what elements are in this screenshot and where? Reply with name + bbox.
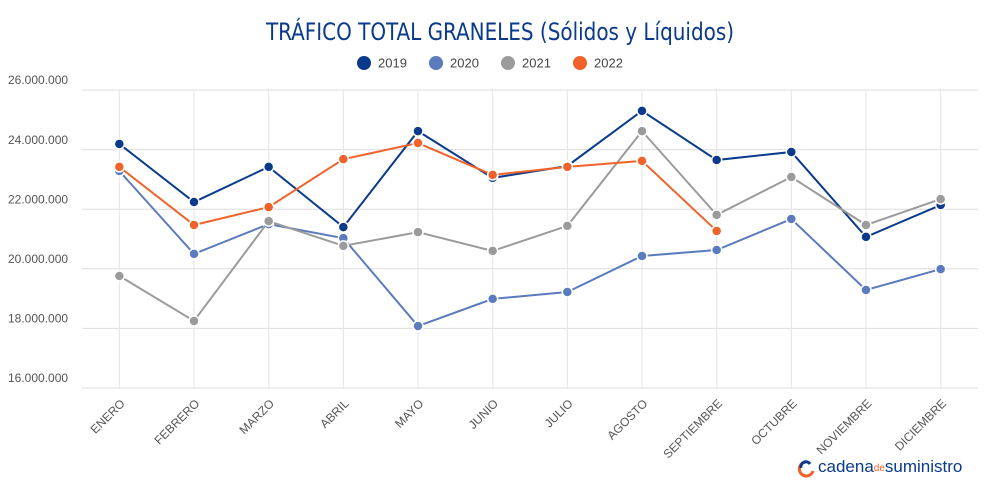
data-point: [188, 315, 200, 327]
x-tick-label: FEBRERO: [151, 396, 202, 447]
data-point: [262, 161, 275, 173]
y-tick-label: 24.000.000: [8, 133, 68, 147]
data-point: [412, 125, 424, 137]
data-point: [113, 138, 126, 150]
data-point: [785, 146, 798, 158]
legend-marker: [429, 56, 443, 70]
data-point: [860, 231, 872, 243]
data-point: [561, 286, 574, 298]
chart-title: TRÁFICO TOTAL GRANELES (Sólidos y Líquid…: [265, 17, 734, 46]
data-point: [113, 270, 126, 282]
data-point: [188, 196, 200, 208]
y-tick-label: 22.000.000: [8, 192, 68, 206]
x-tick-label: DICIEMBRE: [892, 396, 949, 453]
series-line: [118, 129, 941, 323]
data-point: [710, 209, 723, 221]
data-point: [412, 137, 424, 149]
x-tick-label: OCTUBRE: [748, 396, 799, 447]
data-point: [337, 221, 350, 233]
logo-brand: cadena: [818, 457, 874, 476]
y-tick-label: 18.000.000: [8, 312, 68, 326]
x-tick-label: NOVIEMBRE: [814, 396, 875, 457]
data-point: [486, 293, 499, 305]
y-tick-label: 16.000.000: [8, 371, 68, 385]
data-point: [561, 161, 574, 173]
y-tick-label: 26.000.000: [8, 73, 68, 87]
data-point: [337, 153, 350, 165]
logo-suffix: suministro: [885, 457, 962, 476]
data-point: [636, 250, 648, 262]
y-tick-label: 20.000.000: [8, 252, 68, 266]
x-tick-label: MAYO: [392, 396, 426, 430]
data-point: [636, 125, 648, 137]
legend-marker: [573, 56, 587, 70]
x-tick-label: SEPTIEMBRE: [660, 396, 725, 461]
data-point: [113, 161, 126, 173]
x-tick-label: MARZO: [236, 396, 277, 437]
legend-label: 2021: [522, 55, 551, 70]
data-point: [262, 215, 275, 227]
legend-label: 2019: [378, 55, 407, 70]
series-line: [118, 109, 942, 239]
x-tick-label: ENERO: [88, 396, 128, 436]
series-line: [118, 170, 941, 328]
logo: cadenadesuministro: [797, 457, 962, 478]
legend-marker: [501, 56, 515, 70]
data-point: [934, 263, 947, 275]
data-point: [486, 169, 499, 181]
data-point: [785, 213, 798, 225]
legend-marker: [357, 56, 371, 70]
data-point: [710, 154, 723, 166]
data-point: [860, 219, 872, 231]
legend-label: 2020: [450, 55, 479, 70]
data-point: [710, 225, 723, 237]
data-point: [486, 245, 499, 257]
data-point: [412, 320, 424, 332]
data-point: [934, 193, 947, 205]
x-tick-label: AGOSTO: [604, 396, 650, 442]
data-point: [188, 219, 200, 231]
x-tick-label: ABRIL: [317, 396, 352, 431]
data-point: [337, 240, 350, 252]
data-point: [785, 171, 798, 183]
logo-text: cadenadesuministro: [818, 457, 962, 476]
logo-joiner: de: [874, 463, 886, 474]
data-point: [412, 226, 424, 238]
data-point: [636, 105, 648, 117]
data-point: [561, 220, 574, 232]
data-point: [262, 201, 275, 213]
data-point: [710, 244, 723, 256]
data-point: [188, 248, 200, 260]
data-point: [860, 284, 872, 296]
legend-label: 2022: [594, 55, 623, 70]
x-tick-label: JULIO: [542, 396, 576, 430]
x-tick-label: JUNIO: [466, 396, 501, 431]
logo-icon: [799, 460, 812, 469]
data-point: [636, 155, 648, 167]
